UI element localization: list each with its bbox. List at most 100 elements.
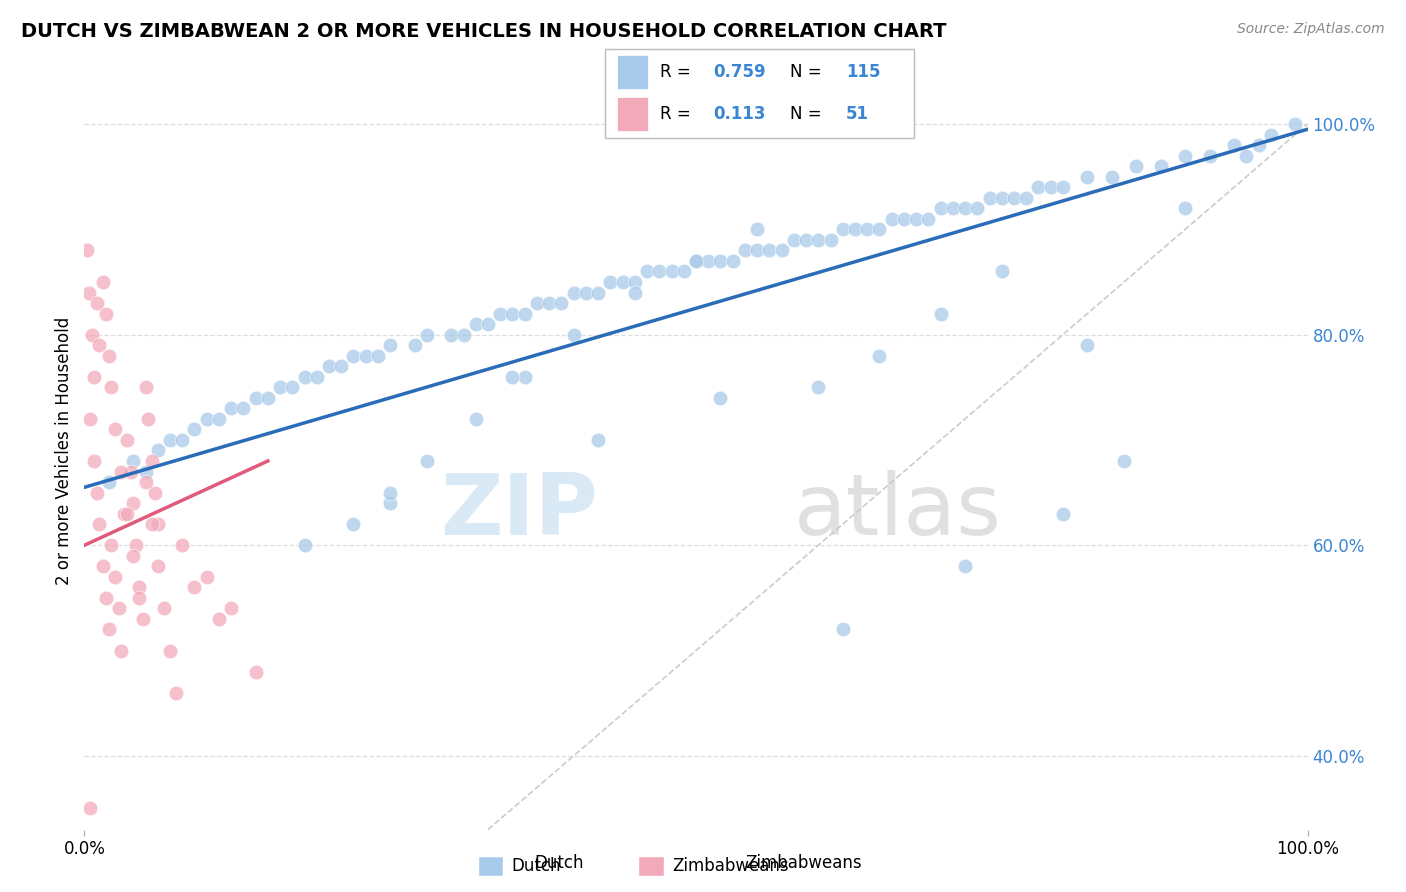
Point xyxy=(1076,338,1098,352)
Point xyxy=(599,275,621,289)
Point xyxy=(1015,191,1038,205)
Point xyxy=(440,327,463,342)
Point xyxy=(1114,454,1136,468)
Point xyxy=(305,369,328,384)
Bar xyxy=(617,55,648,89)
Point xyxy=(966,201,988,215)
Point xyxy=(110,643,132,657)
Point xyxy=(1028,180,1050,194)
Point xyxy=(80,327,103,342)
Point xyxy=(489,307,512,321)
Point xyxy=(661,264,683,278)
Point xyxy=(128,591,150,605)
Point xyxy=(953,559,976,574)
Text: N =: N = xyxy=(790,105,827,123)
Point xyxy=(550,296,572,310)
Point xyxy=(245,391,267,405)
Point xyxy=(709,391,731,405)
Text: 115: 115 xyxy=(846,63,880,81)
Point xyxy=(831,623,853,637)
Point xyxy=(143,485,166,500)
Point xyxy=(165,686,187,700)
Point xyxy=(132,612,155,626)
Point xyxy=(929,307,952,321)
Point xyxy=(880,211,903,226)
Point xyxy=(562,285,585,300)
Point xyxy=(141,517,163,532)
Point xyxy=(104,422,127,436)
Point xyxy=(929,201,952,215)
Point xyxy=(1260,128,1282,142)
Point xyxy=(831,222,853,236)
Point xyxy=(257,391,280,405)
Point xyxy=(820,233,842,247)
Text: DUTCH VS ZIMBABWEAN 2 OR MORE VEHICLES IN HOUSEHOLD CORRELATION CHART: DUTCH VS ZIMBABWEAN 2 OR MORE VEHICLES I… xyxy=(21,22,946,41)
Point xyxy=(917,211,939,226)
Point xyxy=(464,317,486,331)
Point xyxy=(869,222,891,236)
Point xyxy=(747,222,769,236)
Point xyxy=(146,559,169,574)
Point xyxy=(122,496,145,510)
Point xyxy=(159,643,181,657)
Point xyxy=(1174,148,1197,162)
Text: Source: ZipAtlas.com: Source: ZipAtlas.com xyxy=(1237,22,1385,37)
Point xyxy=(758,244,780,258)
Point xyxy=(685,253,707,268)
Point xyxy=(562,327,585,342)
Point xyxy=(153,601,176,615)
Point xyxy=(330,359,353,374)
Bar xyxy=(638,856,664,876)
Text: N =: N = xyxy=(790,63,827,81)
Point xyxy=(128,580,150,594)
Point xyxy=(672,264,695,278)
Point xyxy=(195,412,218,426)
Point xyxy=(232,401,254,416)
Point xyxy=(1052,180,1074,194)
Point xyxy=(697,253,720,268)
Point xyxy=(83,369,105,384)
Point xyxy=(135,475,157,489)
Point xyxy=(269,380,291,394)
Point xyxy=(96,307,118,321)
Point xyxy=(281,380,304,394)
Point xyxy=(770,244,793,258)
Text: 0.759: 0.759 xyxy=(713,63,765,81)
Point xyxy=(245,665,267,679)
Text: 0.113: 0.113 xyxy=(713,105,765,123)
Point xyxy=(953,201,976,215)
Point xyxy=(1247,138,1270,153)
Text: atlas: atlas xyxy=(794,469,1002,553)
Point xyxy=(219,601,242,615)
Point xyxy=(96,591,118,605)
Point xyxy=(141,454,163,468)
Point xyxy=(87,338,110,352)
Point xyxy=(513,307,536,321)
Point xyxy=(120,465,142,479)
Text: 51: 51 xyxy=(846,105,869,123)
Point xyxy=(342,349,364,363)
Point xyxy=(586,285,609,300)
Point xyxy=(844,222,866,236)
Point xyxy=(1236,148,1258,162)
Point xyxy=(135,465,157,479)
Point xyxy=(122,549,145,563)
Point xyxy=(416,327,439,342)
Point xyxy=(905,211,928,226)
Point xyxy=(453,327,475,342)
Point xyxy=(115,507,138,521)
Point xyxy=(538,296,561,310)
Point xyxy=(1125,159,1147,173)
Point xyxy=(87,517,110,532)
Point xyxy=(1284,117,1306,131)
Point xyxy=(125,538,148,552)
Point xyxy=(575,285,598,300)
Point xyxy=(893,211,915,226)
Point xyxy=(1052,507,1074,521)
Point xyxy=(146,517,169,532)
Point xyxy=(709,253,731,268)
Point xyxy=(97,475,120,489)
Point xyxy=(685,253,707,268)
Point xyxy=(135,380,157,394)
Point xyxy=(97,349,120,363)
